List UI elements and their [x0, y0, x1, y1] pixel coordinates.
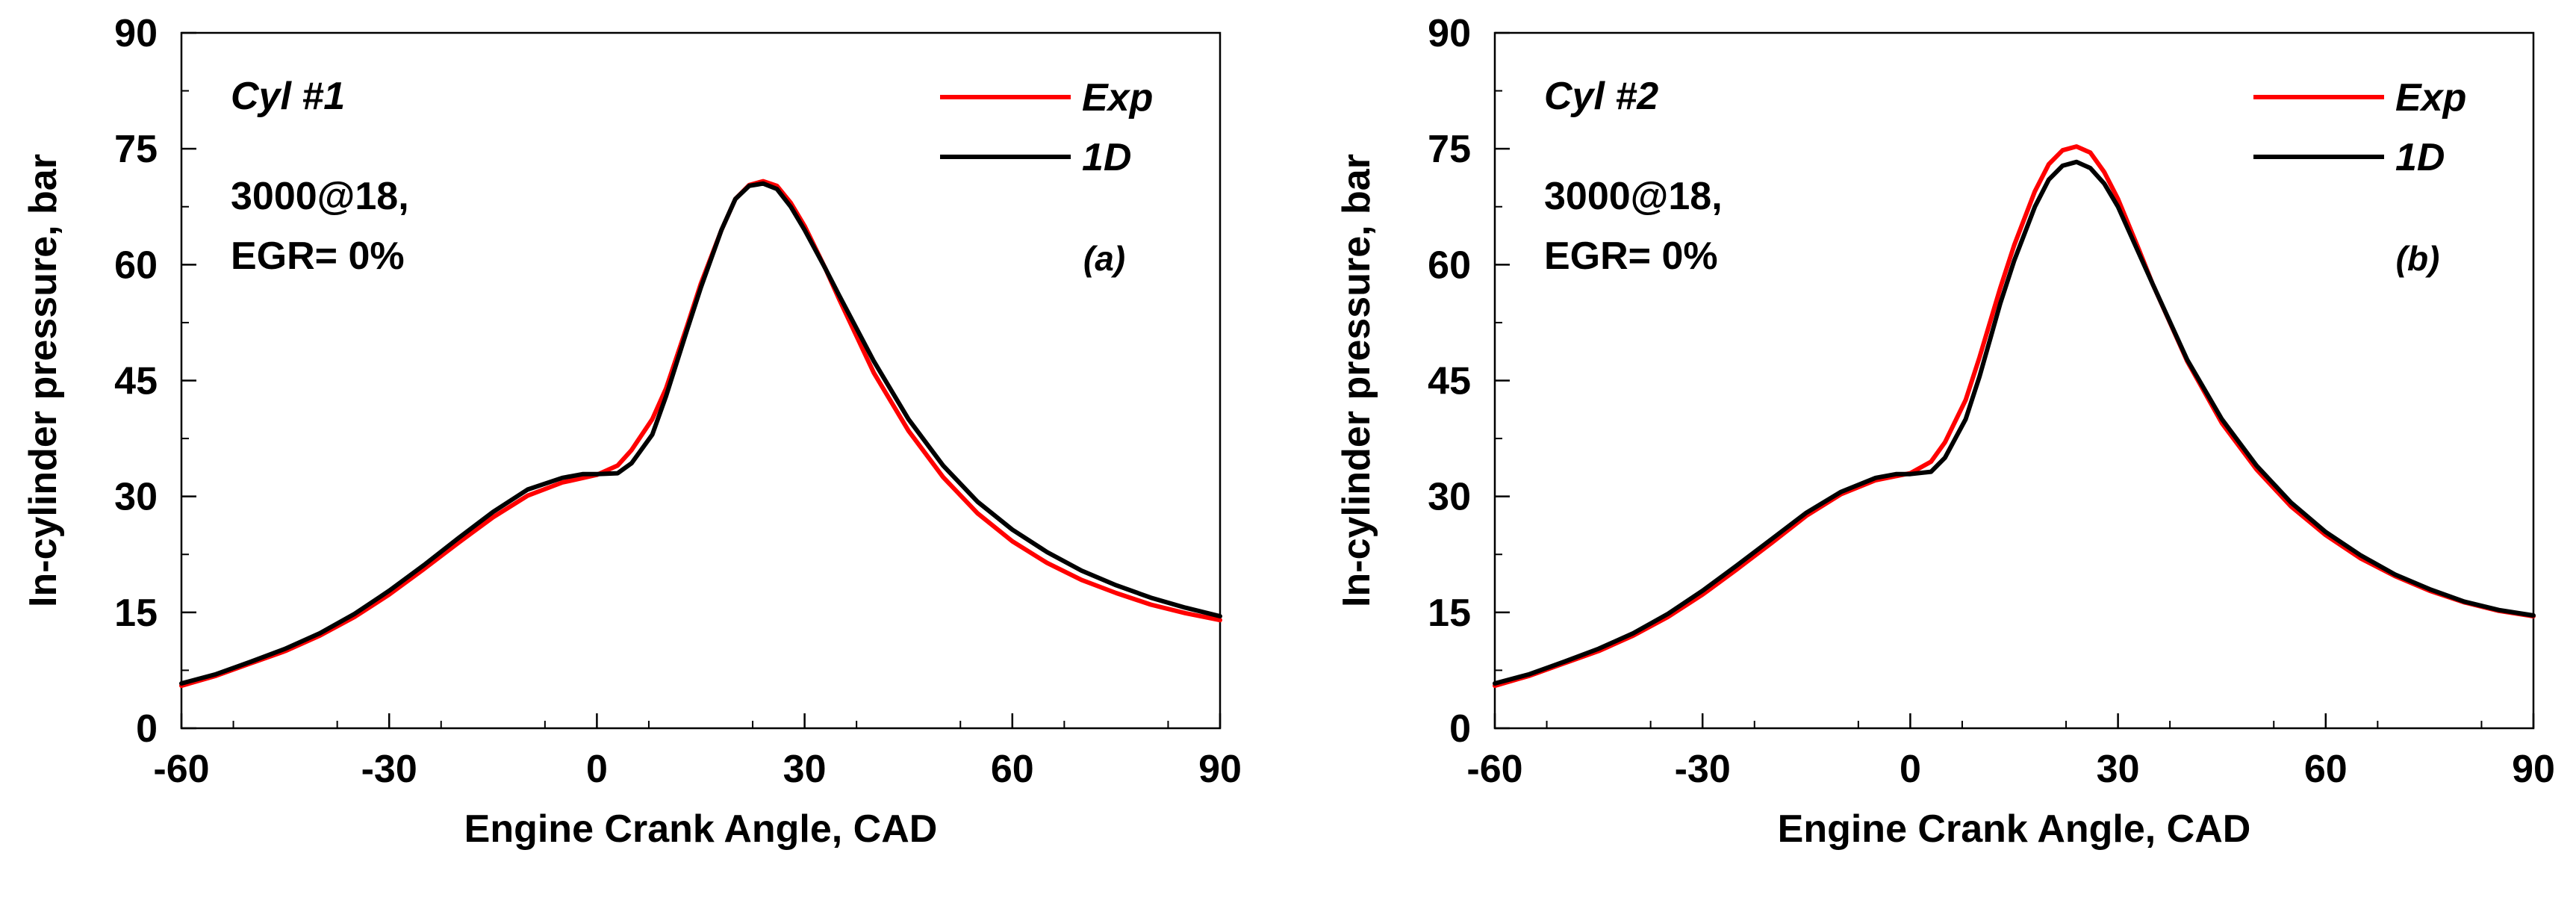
- x-tick-label: -30: [1675, 748, 1731, 791]
- y-tick-label: 60: [114, 243, 158, 287]
- cylinder-label: Cyl #2: [1544, 75, 1658, 118]
- series-line-exp: [1493, 144, 2536, 689]
- x-tick-label: -60: [153, 748, 209, 791]
- legend-label: 1D: [1082, 136, 1131, 179]
- x-tick-label: -30: [361, 748, 417, 791]
- legend-label: Exp: [1082, 76, 1153, 120]
- series-line-1d: [1493, 159, 2536, 686]
- y-tick-label: 15: [1428, 592, 1471, 635]
- y-tick-label: 75: [114, 128, 158, 171]
- x-tick-label: -60: [1466, 748, 1522, 791]
- y-tick-label: 75: [1428, 128, 1471, 171]
- cylinder-label: Cyl #1: [231, 75, 345, 118]
- condition-note: 3000@18,: [1544, 175, 1723, 218]
- x-tick-label: 90: [2512, 748, 2555, 791]
- chart-panel-b: -60 -30 0 30 60 90 0 15 30 45 60 75 90 Engine Crank A…: [1335, 12, 2555, 851]
- y-tick-label: 0: [136, 707, 158, 751]
- x-tick-label: 30: [783, 748, 827, 791]
- y-tick-label: 30: [1428, 476, 1471, 519]
- y-axis-title: In-cylinder pressure, bar: [1335, 154, 1378, 607]
- x-tick-label: 0: [1900, 748, 1921, 791]
- y-tick-label: 45: [1428, 360, 1471, 403]
- y-tick-label: 45: [114, 360, 158, 403]
- x-tick-label: 60: [991, 748, 1034, 791]
- x-axis-title: Engine Crank Angle, CAD: [464, 807, 938, 851]
- y-tick-label: 90: [1428, 12, 1471, 55]
- series-line-1d: [179, 181, 1222, 686]
- condition-note: EGR= 0%: [231, 235, 405, 278]
- y-tick-label: 0: [1449, 707, 1471, 751]
- panel-tag: (b): [2396, 239, 2440, 278]
- chart-panel-a: -60 -30 0 30 60 90 0 15 30 45 60 75 90 Engine Crank A…: [22, 12, 1242, 851]
- condition-note: EGR= 0%: [1544, 235, 1718, 278]
- condition-note: 3000@18,: [231, 175, 409, 218]
- y-axis-title: In-cylinder pressure, bar: [22, 154, 65, 607]
- x-tick-label: 0: [586, 748, 608, 791]
- x-tick-label: 60: [2304, 748, 2348, 791]
- x-tick-label: 90: [1198, 748, 1242, 791]
- plot-frame: [1493, 31, 2535, 730]
- x-axis-title: Engine Crank Angle, CAD: [1778, 807, 2251, 851]
- x-tick-label: 30: [2097, 748, 2140, 791]
- y-tick-label: 15: [114, 592, 158, 635]
- y-tick-label: 30: [114, 476, 158, 519]
- legend-label: 1D: [2395, 136, 2445, 179]
- y-tick-label: 60: [1428, 243, 1471, 287]
- plot-frame: [180, 31, 1222, 730]
- y-tick-label: 90: [114, 12, 158, 55]
- panel-tag: (a): [1083, 239, 1125, 278]
- legend-label: Exp: [2395, 76, 2466, 120]
